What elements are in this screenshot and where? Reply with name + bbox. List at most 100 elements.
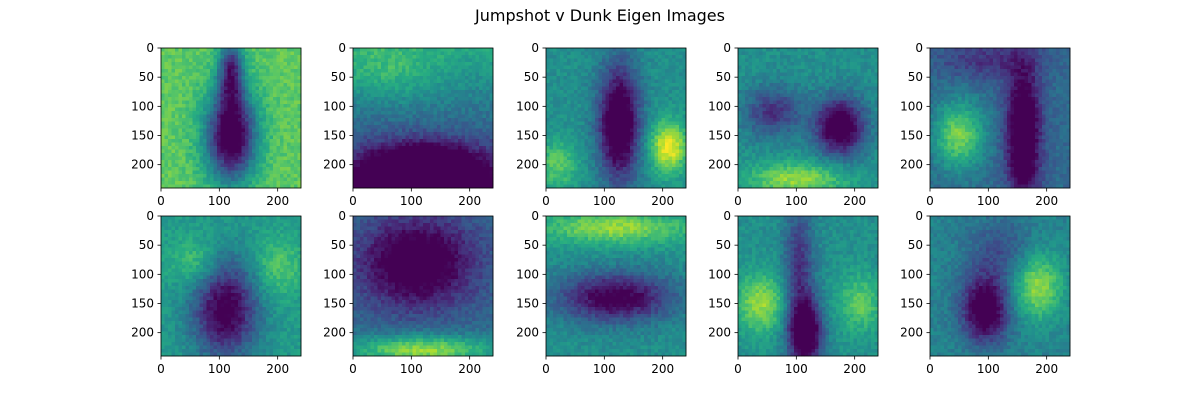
heatmap-cell — [595, 181, 599, 185]
heatmap-cell — [675, 181, 680, 185]
heatmap-cell — [384, 163, 389, 168]
heatmap-cell — [591, 104, 596, 108]
heatmap-cell — [437, 139, 441, 143]
heatmap-cell — [745, 121, 749, 126]
heatmap-cell — [637, 97, 641, 101]
heatmap-cell — [584, 146, 589, 150]
heatmap-cell — [584, 83, 589, 87]
heatmap-cell — [217, 107, 221, 112]
heatmap-cell — [168, 55, 172, 59]
heatmap-cell — [164, 93, 169, 98]
heatmap-cell — [356, 163, 361, 168]
heatmap-cell — [363, 132, 368, 136]
heatmap-cell — [238, 72, 242, 77]
heatmap-cell — [630, 170, 634, 175]
heatmap-cell — [588, 132, 592, 136]
heatmap-cell — [252, 132, 256, 136]
heatmap-cell — [185, 55, 190, 59]
heatmap-cell — [584, 174, 589, 178]
heatmap-cell — [269, 128, 274, 133]
heatmap-cell — [175, 160, 179, 164]
heatmap-cell — [395, 104, 399, 108]
heatmap-cell — [367, 184, 371, 189]
heatmap-cell — [269, 114, 274, 119]
heatmap-cell — [479, 97, 483, 101]
heatmap-cell — [574, 128, 578, 133]
heatmap-cell — [213, 153, 218, 157]
heatmap-cell — [748, 55, 753, 59]
heatmap-cell — [234, 149, 239, 154]
heatmap-cell — [549, 55, 554, 59]
heatmap-cell — [290, 107, 295, 112]
heatmap-cell — [623, 142, 627, 147]
heatmap-cell — [224, 83, 228, 87]
heatmap-cell — [241, 153, 246, 157]
heatmap-cell — [280, 111, 284, 115]
heatmap-cell — [262, 104, 267, 108]
heatmap-cell — [472, 65, 476, 70]
heatmap-cell — [560, 181, 564, 185]
heatmap-cell — [360, 146, 364, 150]
heatmap-cell — [192, 107, 197, 112]
heatmap-cell — [297, 62, 302, 66]
heatmap-cell — [454, 58, 459, 63]
heatmap-cell — [647, 93, 652, 98]
heatmap-cell — [738, 181, 742, 185]
heatmap-cell — [196, 114, 200, 119]
heatmap-cell — [602, 69, 606, 73]
heatmap-cell — [164, 58, 169, 63]
heatmap-cell — [280, 83, 284, 87]
heatmap-cell — [637, 93, 641, 98]
heatmap-cell — [633, 121, 638, 126]
heatmap-cell — [377, 174, 382, 178]
heatmap-cell — [658, 62, 662, 66]
heatmap-cell — [451, 167, 455, 171]
heatmap-cell — [217, 167, 221, 171]
heatmap-cell — [367, 174, 371, 178]
x-tick-label: 100 — [593, 194, 616, 208]
heatmap-cell — [259, 125, 263, 129]
heatmap-cell — [210, 62, 214, 66]
heatmap-cell — [384, 104, 389, 108]
heatmap-cell — [398, 118, 403, 122]
heatmap-cell — [626, 132, 631, 136]
heatmap-cell — [651, 62, 655, 66]
heatmap-cell — [612, 58, 617, 63]
heatmap-cell — [451, 163, 455, 168]
heatmap-cell — [482, 83, 487, 87]
heatmap-cell — [668, 104, 673, 108]
heatmap-cell — [640, 149, 645, 154]
heatmap-cell — [269, 160, 274, 164]
heatmap-cell — [238, 142, 242, 147]
heatmap-cell — [630, 153, 634, 157]
heatmap-cell — [489, 118, 494, 122]
heatmap-cell — [665, 146, 669, 150]
heatmap-cell — [595, 72, 599, 77]
heatmap-cell — [245, 146, 249, 150]
heatmap-cell — [199, 118, 204, 122]
heatmap-cell — [633, 114, 638, 119]
heatmap-cell — [682, 146, 687, 150]
heatmap-cell — [391, 107, 396, 112]
heatmap-cell — [654, 104, 659, 108]
heatmap-cell — [433, 65, 438, 70]
heatmap-cell — [297, 135, 302, 140]
heatmap-cell — [259, 83, 263, 87]
heatmap-cell — [472, 79, 476, 84]
heatmap-cell — [168, 153, 172, 157]
heatmap-cell — [623, 93, 627, 98]
heatmap-cell — [273, 72, 277, 77]
heatmap-cell — [374, 121, 378, 126]
heatmap-cell — [679, 83, 683, 87]
heatmap-cell — [605, 146, 610, 150]
heatmap-cell — [287, 97, 291, 101]
heatmap-cell — [192, 100, 197, 105]
heatmap-cell — [612, 121, 617, 126]
heatmap-cell — [377, 72, 382, 77]
heatmap-cell — [367, 160, 371, 164]
heatmap-cell — [213, 149, 218, 154]
heatmap-cell — [405, 65, 410, 70]
heatmap-cell — [206, 100, 211, 105]
heatmap-cell — [668, 149, 673, 154]
